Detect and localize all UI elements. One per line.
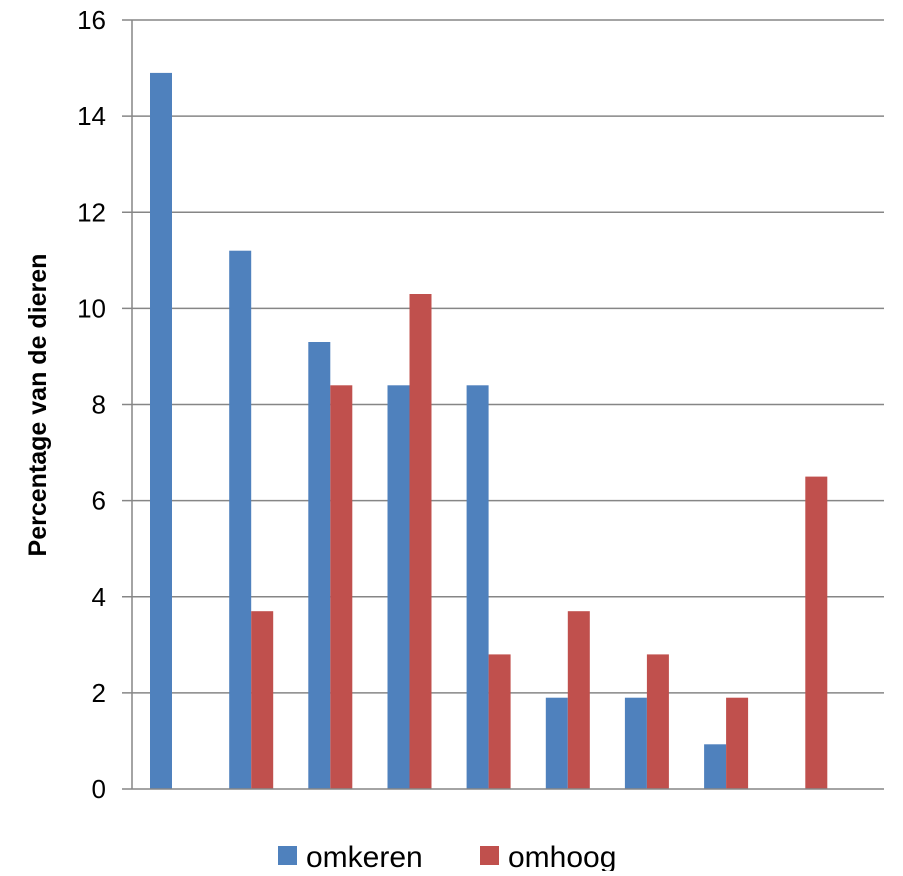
bar-omkeren-8 xyxy=(704,744,727,789)
bar-omkeren-6 xyxy=(545,697,568,789)
y-tick-label: 14 xyxy=(77,101,106,131)
bar-omkeren-1 xyxy=(150,72,172,789)
y-tick-label: 4 xyxy=(92,582,106,612)
y-tick-label: 10 xyxy=(77,293,106,323)
y-tick-label: 8 xyxy=(92,390,106,420)
legend-swatch-omkeren xyxy=(278,846,297,865)
bar-omhoog-4 xyxy=(409,294,432,789)
bar-omkeren-7 xyxy=(624,697,647,789)
gridlines xyxy=(132,19,884,694)
y-tick-label: 2 xyxy=(92,678,106,708)
legend: omkeren omhoog xyxy=(278,841,616,874)
bar-omkeren-5 xyxy=(466,385,489,789)
y-tick-label: 6 xyxy=(92,486,106,516)
bar-omkeren-3 xyxy=(308,342,331,789)
bars xyxy=(150,72,828,789)
bar-omkeren-2 xyxy=(229,250,252,789)
legend-swatch-omhoog xyxy=(480,846,499,865)
y-axis-label: Percentage van de dieren xyxy=(24,254,52,557)
bar-omhoog-8 xyxy=(726,697,749,789)
bar-omhoog-9 xyxy=(805,476,828,789)
bar-omhoog-5 xyxy=(488,654,511,789)
y-tick-label: 12 xyxy=(77,197,106,227)
bar-omhoog-3 xyxy=(330,385,353,789)
bar-omhoog-6 xyxy=(567,611,590,789)
legend-label-omkeren: omkeren xyxy=(306,841,423,871)
y-tick-labels: 0 2 4 6 8 10 12 14 16 xyxy=(77,5,106,804)
y-tick-label: 16 xyxy=(77,5,106,35)
bar-omkeren-4 xyxy=(387,385,410,789)
legend-label-omhoog: omhoog xyxy=(508,841,616,871)
bar-omhoog-7 xyxy=(646,654,669,789)
y-tick-label: 0 xyxy=(92,774,106,804)
bar-omhoog-2 xyxy=(251,611,274,789)
axes xyxy=(122,19,884,790)
